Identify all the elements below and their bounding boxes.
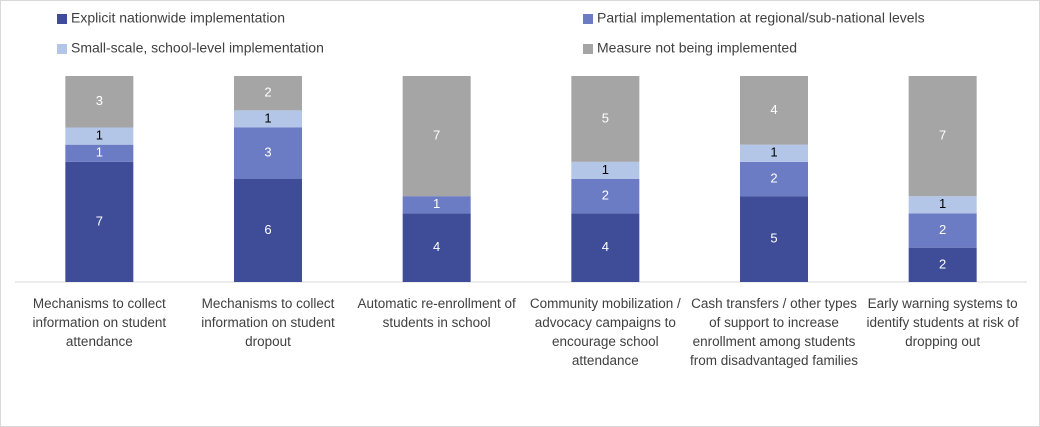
x-tick-label: Automatic re-enrollment of students in s… xyxy=(357,296,516,330)
x-tick-label: Community mobilization / advocacy campai… xyxy=(529,296,681,368)
data-label: 2 xyxy=(770,170,777,185)
data-label: 4 xyxy=(770,102,777,117)
bar-segment xyxy=(908,213,977,248)
data-label: 7 xyxy=(433,128,440,143)
bar-segment xyxy=(908,247,977,282)
bar-segment xyxy=(65,76,134,128)
data-label: 2 xyxy=(264,85,271,100)
bar-segment xyxy=(740,144,808,162)
data-label: 5 xyxy=(602,110,609,125)
legend-swatch xyxy=(583,44,593,54)
legend-swatch xyxy=(583,14,593,24)
x-tick-label: Mechanisms to collect information on stu… xyxy=(32,296,167,349)
bar-segment xyxy=(402,76,471,197)
data-label: 3 xyxy=(264,145,271,160)
data-label: 1 xyxy=(264,110,271,125)
legend-label: Measure not being implemented xyxy=(597,40,797,56)
bar-segment xyxy=(402,196,471,214)
bar-segment xyxy=(740,76,808,145)
legend-label: Small-scale, school-level implementation xyxy=(71,40,324,56)
data-label: 2 xyxy=(602,188,609,203)
data-label: 1 xyxy=(939,196,946,211)
bar-segment xyxy=(65,161,134,282)
bar-segment xyxy=(234,110,302,128)
legend-swatch xyxy=(57,14,67,24)
data-label: 4 xyxy=(602,239,609,254)
data-label: 7 xyxy=(96,213,103,228)
bar-segment xyxy=(571,179,640,214)
bar-segment xyxy=(908,196,977,214)
bar-segment xyxy=(908,76,977,197)
legend-label: Explicit nationwide implementation xyxy=(71,10,285,26)
data-label: 4 xyxy=(433,239,440,254)
data-label: 1 xyxy=(96,128,103,143)
bar-segment xyxy=(65,144,134,162)
data-label: 6 xyxy=(264,222,271,237)
data-label: 5 xyxy=(770,231,777,246)
data-label: 7 xyxy=(939,128,946,143)
bar-segment xyxy=(234,179,302,282)
data-label: 2 xyxy=(939,222,946,237)
legend-label: Partial implementation at regional/sub-n… xyxy=(597,10,925,26)
legend-swatch xyxy=(57,44,67,54)
data-label: 1 xyxy=(96,145,103,160)
data-label: 1 xyxy=(433,196,440,211)
bar-segment xyxy=(571,213,640,282)
bar-segment xyxy=(740,161,808,197)
bar-segment xyxy=(65,127,134,145)
data-label: 2 xyxy=(939,256,946,271)
x-tick-label: Mechanisms to collect information on stu… xyxy=(201,296,335,349)
data-label: 1 xyxy=(770,145,777,160)
bar-segment xyxy=(234,76,302,111)
bar-segment xyxy=(740,196,808,282)
bar-segment xyxy=(571,76,640,162)
x-tick-label: Early warning systems to identify studen… xyxy=(866,296,1019,349)
bar-segment xyxy=(571,161,640,179)
data-label: 1 xyxy=(602,162,609,177)
bar-segment xyxy=(234,127,302,179)
bar-segment xyxy=(402,213,471,282)
x-tick-label: Cash transfers / other types of support … xyxy=(689,296,859,368)
data-label: 3 xyxy=(96,93,103,108)
